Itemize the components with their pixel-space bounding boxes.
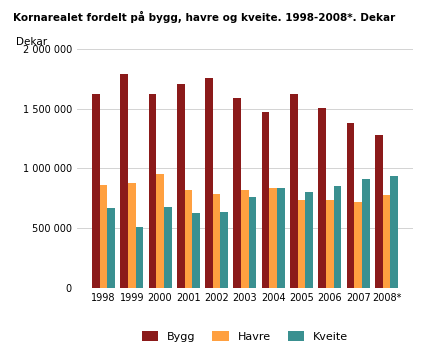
Bar (149, 94, 156, 288)
Bar (100, 185, 107, 288)
Legend: Bygg, Havre, Kveite: Bygg, Havre, Kveite (137, 327, 353, 346)
Bar (120, 74, 128, 288)
Bar (262, 112, 269, 288)
Bar (213, 193, 221, 288)
Bar (249, 197, 256, 288)
Text: Dekar: Dekar (16, 37, 47, 47)
Bar (92, 94, 100, 288)
Bar (277, 187, 285, 288)
Bar (305, 192, 313, 288)
Bar (241, 190, 249, 288)
Bar (326, 199, 334, 288)
Bar (184, 190, 192, 288)
Bar (354, 202, 362, 288)
Bar (177, 84, 184, 288)
Bar (390, 176, 398, 288)
Bar (347, 123, 354, 288)
Bar (269, 187, 277, 288)
Bar (221, 212, 228, 288)
Bar (164, 207, 172, 288)
Bar (205, 78, 213, 288)
Text: Kornarealet fordelt på bygg, havre og kveite. 1998-2008*. Dekar: Kornarealet fordelt på bygg, havre og kv… (13, 11, 395, 22)
Bar (128, 183, 135, 288)
Bar (318, 108, 326, 288)
Bar (375, 135, 383, 288)
Bar (107, 208, 115, 288)
Bar (233, 98, 241, 288)
Bar (362, 179, 370, 288)
Bar (334, 186, 341, 288)
Bar (290, 94, 298, 288)
Bar (156, 174, 164, 288)
Bar (383, 195, 390, 288)
Bar (192, 213, 200, 288)
Bar (298, 199, 305, 288)
Bar (135, 227, 143, 288)
